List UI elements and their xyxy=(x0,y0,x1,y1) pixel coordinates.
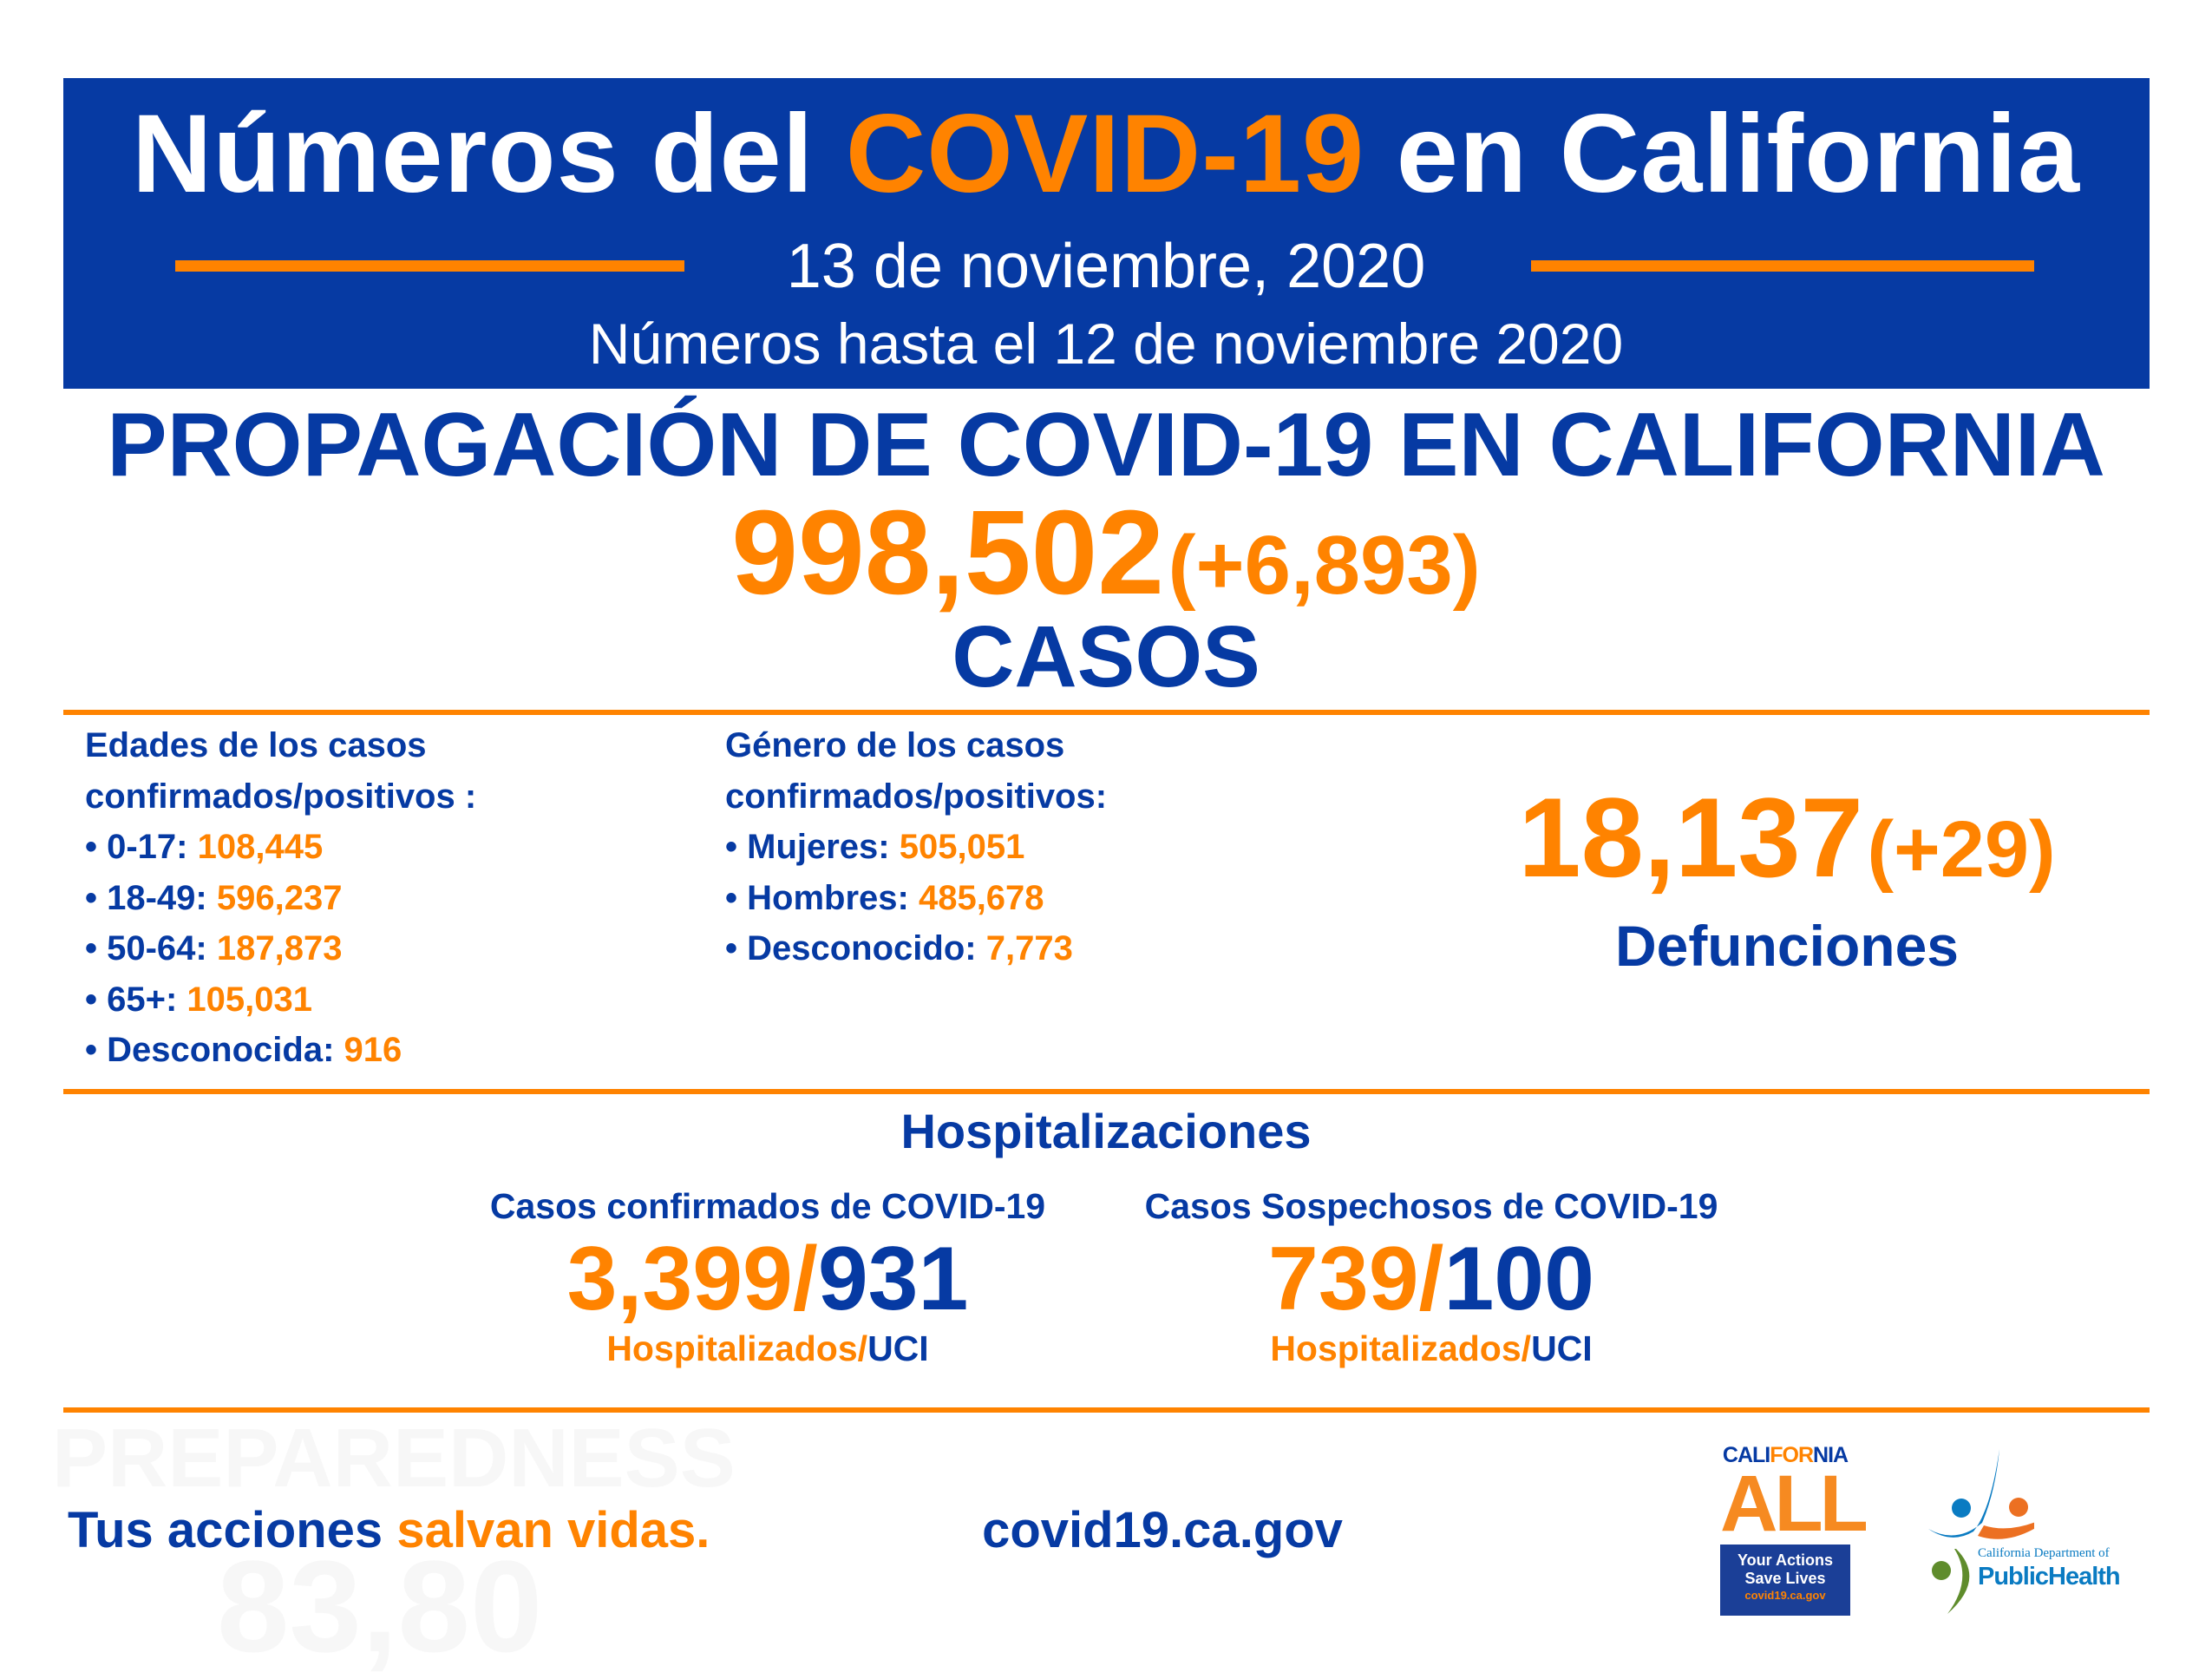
confirmed-icu-value: 931 xyxy=(817,1229,969,1329)
slogan: Tus acciones salvan vidas. xyxy=(68,1502,710,1558)
title-prefix: Números del xyxy=(131,92,815,216)
confirmed-hospitalizations: Casos confirmados de COVID-19 3,399/931 … xyxy=(377,1185,1158,1369)
suspected-hospitalized-value: 739 xyxy=(1268,1229,1419,1329)
cases-label: CASOS xyxy=(952,608,1260,705)
gender-item: • Desconocido: 7,773 xyxy=(725,929,1073,967)
divider xyxy=(63,1089,2150,1094)
suspected-heading: Casos Sospechosos de COVID-19 xyxy=(1144,1186,1718,1226)
divider xyxy=(63,1407,2150,1413)
deaths-value: 18,137 xyxy=(1518,774,1863,901)
ages-section: Edades de los casos confirmados/positivo… xyxy=(85,720,476,1076)
age-item: • 50-64: 187,873 xyxy=(85,929,343,967)
gender-heading-2: confirmados/positivos: xyxy=(725,777,1108,816)
gender-section: Género de los casos confirmados/positivo… xyxy=(725,720,1107,974)
total-cases-value: 998,502 xyxy=(731,486,1165,620)
deaths-total: 18,137 (+29) xyxy=(1431,772,2143,938)
title-highlight: COVID-19 xyxy=(845,92,1365,216)
ghost-watermark-word: PREPAREDNESS xyxy=(52,1412,736,1505)
spread-heading: PROPAGACIÓN DE COVID-19 EN CALIFORNIA xyxy=(107,395,2105,495)
new-deaths-value: (+29) xyxy=(1867,805,2056,894)
suspected-hospitalizations: Casos Sospechosos de COVID-19 739/100 Ho… xyxy=(1041,1185,1822,1369)
california-all-logo: CALIFORNIA ALL Your Actions Save Lives c… xyxy=(1720,1443,1868,1621)
age-item: • 65+: 105,031 xyxy=(85,980,313,1019)
data-through-date: Números hasta el 12 de noviembre 2020 xyxy=(588,312,1624,376)
gender-heading: Género de los casos xyxy=(725,726,1065,764)
ages-heading: Edades de los casos xyxy=(85,726,427,764)
header-divider-left xyxy=(175,260,684,272)
suspected-icu-value: 100 xyxy=(1443,1229,1594,1329)
page-title: Números del COVID-19 en California xyxy=(0,91,2212,218)
divider xyxy=(63,710,2150,715)
deaths-label: Defunciones xyxy=(1614,914,1960,978)
ages-heading-2: confirmados/positivos : xyxy=(85,777,477,816)
confirmed-heading: Casos confirmados de COVID-19 xyxy=(489,1186,1046,1226)
age-item: • Desconocida: 916 xyxy=(85,1031,402,1069)
total-cases: 998,502 (+6,893) xyxy=(0,493,2212,646)
report-date: 13 de noviembre, 2020 xyxy=(786,232,1426,301)
age-item: • 18-49: 596,237 xyxy=(85,878,343,917)
confirmed-hospitalized-value: 3,399 xyxy=(566,1229,793,1329)
new-cases-value: (+6,893) xyxy=(1168,519,1481,612)
ghost-watermark-number: 83,80 xyxy=(217,1533,543,1679)
header-banner xyxy=(63,78,2150,389)
age-item: • 0-17: 108,445 xyxy=(85,828,324,866)
gender-item: • Hombres: 485,678 xyxy=(725,878,1044,917)
gender-item: • Mujeres: 505,051 xyxy=(725,828,1025,866)
title-suffix: en California xyxy=(1396,92,2081,216)
website-link[interactable]: covid19.ca.gov xyxy=(982,1502,1343,1558)
hospitalizations-heading: Hospitalizaciones xyxy=(900,1104,1312,1158)
cdph-logo: California Department of PublicHealth xyxy=(1921,1449,2156,1623)
cdph-figures-icon xyxy=(1928,1449,2034,1614)
header-divider-right xyxy=(1531,260,2034,272)
